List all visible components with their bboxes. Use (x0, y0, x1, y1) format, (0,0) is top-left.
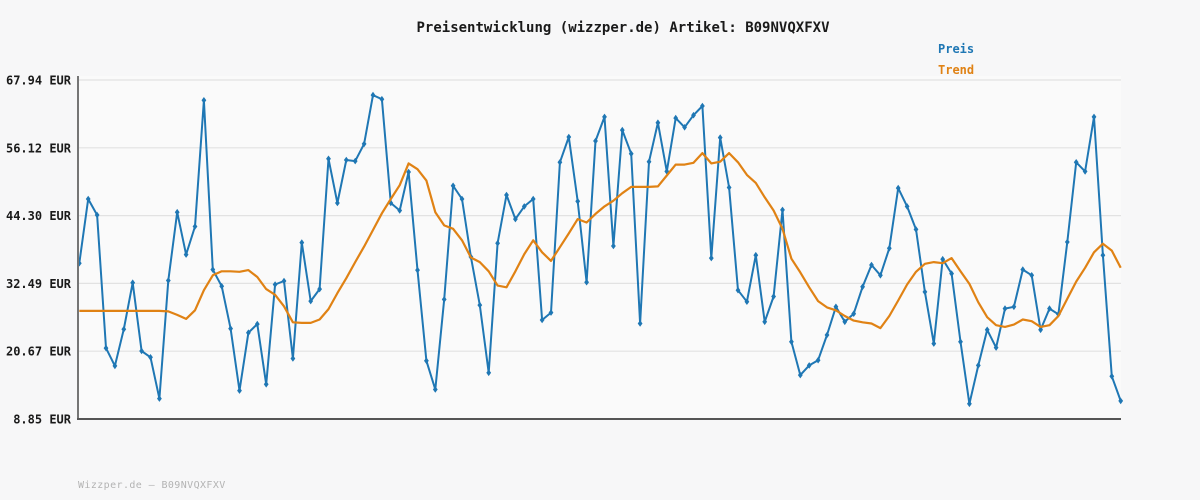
y-tick-label: 44.30 EUR (6, 209, 72, 223)
chart-title: Preisentwicklung (wizzper.de) Artikel: B… (416, 20, 830, 36)
legend-item-preis: Preis (938, 42, 975, 56)
trend-line (79, 152, 1122, 330)
y-tick-label: 56.12 EUR (6, 141, 72, 155)
legend-item-trend: Trend (938, 63, 975, 77)
y-tick-label: 20.67 EUR (6, 345, 72, 359)
y-tick-label: 32.49 EUR (6, 277, 72, 291)
y-tick-label: 8.85 EUR (13, 413, 72, 427)
y-tick-label: 67.94 EUR (6, 74, 72, 88)
legend: Preis Trend (938, 39, 974, 81)
watermark: Wizzper.de — B09NVQXFXV (78, 480, 226, 491)
plot-area (78, 76, 1121, 419)
preis-line (78, 94, 1122, 405)
